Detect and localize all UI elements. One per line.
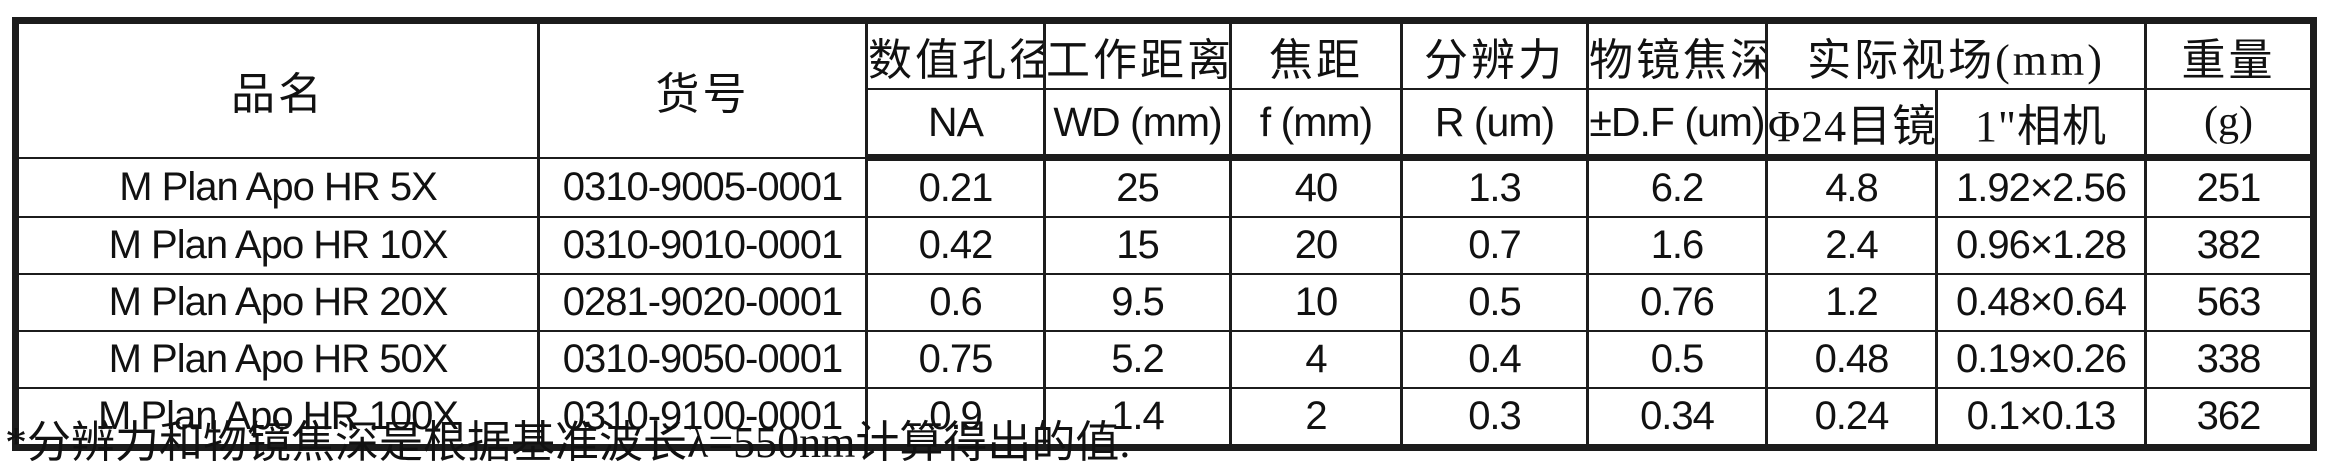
cell-fov-camera: 1.92×2.56 [1934, 156, 2148, 218]
cell-na: 0.75 [865, 330, 1046, 389]
cell-item-code: 0281-9020-0001 [537, 273, 868, 332]
header-item-code: 货号 [537, 19, 868, 159]
cell-fov-camera: 0.96×1.28 [1934, 216, 2148, 275]
cell-na: 0.6 [865, 273, 1046, 332]
cell-wd: 9.5 [1043, 273, 1232, 332]
header-actual-field-of-view: 实际视场(mm) [1764, 19, 2148, 90]
cell-product-name: M Plan Apo HR 50X [14, 330, 540, 389]
table-row: M Plan Apo HR 5X 0310-9005-0001 0.21 25 … [14, 156, 2316, 218]
cell-weight: 338 [2144, 330, 2316, 389]
footnote-wavelength-note: *分辨力和物镜焦深是根据基准波长λ=550nm计算得出的值. [5, 418, 1131, 467]
cell-fov-eyepiece: 4.8 [1765, 156, 1938, 218]
cell-fov-eyepiece: 2.4 [1765, 216, 1938, 275]
cell-f: 10 [1229, 273, 1403, 332]
header-depth-of-focus: 物镜焦深 [1586, 19, 1768, 90]
cell-r: 0.3 [1400, 387, 1589, 449]
cell-f: 4 [1229, 330, 1403, 389]
cell-wd: 15 [1043, 216, 1232, 275]
cell-df: 6.2 [1586, 156, 1768, 218]
cell-weight: 362 [2144, 387, 2316, 449]
cell-df: 1.6 [1586, 216, 1768, 275]
header-focal-length: 焦距 [1229, 19, 1403, 90]
cell-fov-camera: 0.19×0.26 [1934, 330, 2148, 389]
cell-product-name: M Plan Apo HR 20X [14, 273, 540, 332]
header-wd-symbol: WD (mm) [1043, 88, 1232, 161]
cell-fov-camera: 0.48×0.64 [1934, 273, 2148, 332]
header-resolution: 分辨力 [1400, 19, 1589, 90]
table-row: M Plan Apo HR 10X 0310-9010-0001 0.42 15… [14, 216, 2316, 275]
cell-product-name: M Plan Apo HR 100X [14, 387, 540, 449]
header-working-distance: 工作距离 [1043, 19, 1232, 90]
table-row: M Plan Apo HR 20X 0281-9020-0001 0.6 9.5… [14, 273, 2316, 332]
cell-r: 1.3 [1400, 156, 1589, 218]
header-fov-eyepiece: Φ24目镜 [1765, 88, 1938, 161]
header-numerical-aperture: 数值孔径 [865, 19, 1046, 90]
header-weight-unit: (g) [2144, 88, 2316, 161]
cell-wd: 5.2 [1043, 330, 1232, 389]
cell-weight: 382 [2144, 216, 2316, 275]
table-row: M Plan Apo HR 50X 0310-9050-0001 0.75 5.… [14, 330, 2316, 389]
header-row-symbols: NA WD (mm) f (mm) R (um) ±D.F (um) Φ24目镜… [16, 88, 2316, 161]
cell-product-name: M Plan Apo HR 10X [14, 216, 540, 275]
cell-df: 0.5 [1586, 330, 1768, 389]
cell-fov-eyepiece: 1.2 [1765, 273, 1938, 332]
cell-item-code: 0310-9005-0001 [537, 156, 868, 218]
header-product-name: 品名 [14, 19, 540, 159]
cell-na: 0.9 [865, 387, 1046, 449]
header-df-symbol: ±D.F (um) [1586, 88, 1768, 161]
cell-product-name: M Plan Apo HR 5X [14, 156, 540, 218]
cell-r: 0.4 [1400, 330, 1589, 389]
cell-fov-camera: 0.1×0.13 [1934, 387, 2148, 449]
cell-fov-eyepiece: 0.48 [1765, 330, 1938, 389]
cell-f: 2 [1229, 387, 1403, 449]
cell-item-code: 0310-9010-0001 [537, 216, 868, 275]
cell-na: 0.21 [865, 156, 1046, 218]
cell-wd: 1.4 [1043, 387, 1232, 449]
cell-fov-eyepiece: 0.24 [1765, 387, 1938, 449]
cell-wd: 25 [1043, 156, 1232, 218]
cell-weight: 563 [2144, 273, 2316, 332]
cell-weight: 251 [2144, 156, 2316, 218]
cell-r: 0.5 [1400, 273, 1589, 332]
header-row-chinese: 品名 货号 数值孔径 工作距离 焦距 分辨力 物镜焦深 实际视场(mm) 重量 [14, 19, 2316, 159]
cell-na: 0.42 [865, 216, 1046, 275]
cell-df: 0.34 [1586, 387, 1768, 449]
header-weight: 重量 [2144, 19, 2316, 90]
table-row: M Plan Apo HR 100X 0310-9100-0001 0.9 1.… [14, 387, 2316, 449]
header-fov-camera: 1"相机 [1934, 88, 2148, 161]
header-f-symbol: f (mm) [1229, 88, 1403, 161]
header-r-symbol: R (um) [1400, 88, 1589, 161]
cell-df: 0.76 [1586, 273, 1768, 332]
objective-spec-table: 品名 货号 数值孔径 工作距离 焦距 分辨力 物镜焦深 实际视场(mm) 重量 … [12, 17, 2318, 451]
cell-item-code: 0310-9100-0001 [537, 387, 868, 449]
cell-f: 40 [1229, 156, 1403, 218]
cell-f: 20 [1229, 216, 1403, 275]
header-na-symbol: NA [865, 88, 1046, 161]
cell-item-code: 0310-9050-0001 [537, 330, 868, 389]
cell-r: 0.7 [1400, 216, 1589, 275]
